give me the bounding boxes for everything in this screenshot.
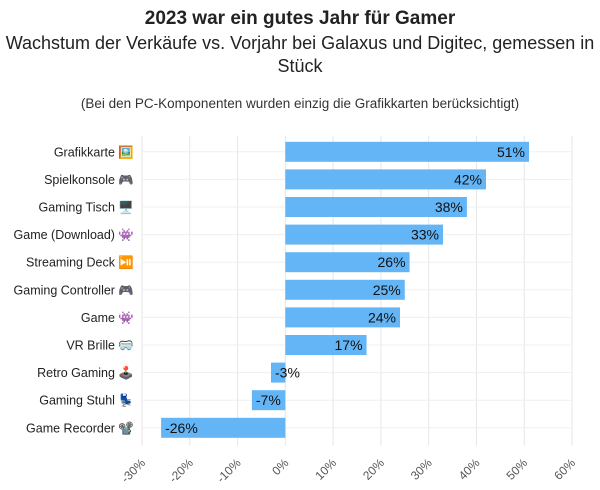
bar — [285, 252, 410, 273]
category-label: Gaming Controller 🎮 — [14, 283, 134, 297]
bar — [285, 335, 367, 355]
bar — [251, 390, 286, 411]
category-label: Game Recorder 📽️ — [26, 421, 134, 435]
value-label: 26% — [378, 254, 406, 270]
value-label: 51% — [497, 144, 525, 160]
category-label: Game 👾 — [81, 311, 134, 325]
value-label: 42% — [454, 171, 482, 187]
x-tick-label: -30% — [118, 456, 148, 486]
value-label: 25% — [373, 282, 401, 298]
bar — [285, 197, 467, 217]
bar — [285, 169, 486, 190]
bar — [285, 279, 405, 300]
x-tick-label: 60% — [551, 456, 578, 483]
value-label: 38% — [435, 199, 463, 215]
chart-subtitle: Wachstum der Verkäufe vs. Vorjahr bei Ga… — [5, 33, 595, 76]
value-label: 17% — [335, 337, 363, 353]
x-tick-label: 30% — [408, 456, 435, 483]
chart-note: (Bei den PC-Komponenten wurden einzig di… — [80, 96, 520, 111]
x-tick-label: 0% — [269, 456, 291, 478]
category-label: Retro Gaming 🕹️ — [37, 365, 134, 380]
category-label: Streaming Deck ⏯️ — [26, 255, 134, 270]
bar — [271, 362, 286, 383]
category-label: VR Brille 🥽 — [66, 339, 134, 353]
category-label: Game (Download) 👾 — [14, 228, 134, 242]
x-tick-label: 20% — [360, 456, 387, 483]
value-label: -7% — [256, 392, 281, 408]
value-label: 33% — [411, 227, 439, 243]
value-label: -3% — [275, 365, 300, 381]
x-tick-label: -10% — [214, 456, 244, 486]
value-label: 24% — [368, 309, 396, 325]
chart-title: 2023 war ein gutes Jahr für Gamer — [144, 8, 456, 29]
x-tick-label: 50% — [503, 456, 530, 483]
category-label: Grafikkarte 🖼️ — [54, 144, 134, 159]
bar — [161, 417, 286, 438]
bar — [285, 141, 529, 162]
x-tick-label: 40% — [456, 456, 483, 483]
bar — [285, 307, 400, 328]
x-tick-label: -20% — [166, 456, 196, 486]
x-tick-label: 10% — [312, 456, 339, 483]
category-label: Gaming Stuhl 💺 — [39, 393, 134, 408]
category-label: Spielkonsole 🎮 — [44, 173, 134, 187]
category-label: Gaming Tisch 🖥️ — [39, 200, 134, 215]
value-label: -26% — [165, 420, 198, 436]
bar — [285, 224, 443, 245]
